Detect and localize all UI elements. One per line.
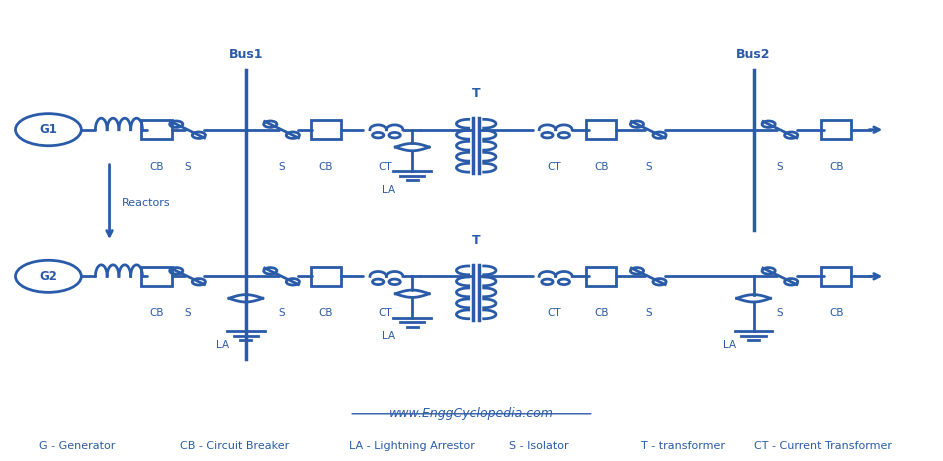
Text: G1: G1 — [40, 123, 58, 136]
Text: G - Generator: G - Generator — [39, 441, 115, 451]
Text: T: T — [472, 234, 481, 247]
Text: CT: CT — [378, 162, 391, 172]
Text: G2: G2 — [40, 270, 58, 283]
Text: Reactors: Reactors — [122, 198, 171, 208]
Text: LA: LA — [382, 331, 395, 341]
Text: CB: CB — [829, 162, 844, 172]
Text: CB: CB — [594, 308, 608, 319]
Text: LA - Lightning Arrestor: LA - Lightning Arrestor — [349, 441, 475, 451]
Text: LA: LA — [723, 341, 736, 350]
Text: CB: CB — [319, 162, 333, 172]
Text: www.EnggCyclopedia.com: www.EnggCyclopedia.com — [389, 407, 554, 420]
Text: CB: CB — [149, 308, 164, 319]
Text: S: S — [777, 162, 784, 172]
Text: S: S — [278, 162, 285, 172]
Bar — [311, 267, 340, 286]
Bar — [141, 267, 172, 286]
Text: T: T — [472, 87, 481, 100]
Bar — [587, 267, 617, 286]
Text: S: S — [777, 308, 784, 319]
Bar — [821, 267, 852, 286]
Text: CT - Current Transformer: CT - Current Transformer — [753, 441, 891, 451]
Text: CB: CB — [829, 308, 844, 319]
Text: CT: CT — [378, 308, 391, 319]
Text: S: S — [184, 308, 190, 319]
Text: T - transformer: T - transformer — [640, 441, 725, 451]
Text: S: S — [278, 308, 285, 319]
Bar — [587, 120, 617, 139]
Text: CT: CT — [548, 308, 561, 319]
Bar — [821, 120, 852, 139]
Text: Bus2: Bus2 — [736, 48, 770, 61]
Bar — [141, 120, 172, 139]
Text: CT: CT — [548, 162, 561, 172]
Text: LA: LA — [216, 341, 229, 350]
Text: CB - Circuit Breaker: CB - Circuit Breaker — [180, 441, 290, 451]
Text: LA: LA — [382, 185, 395, 195]
Text: S: S — [645, 162, 652, 172]
Text: S: S — [184, 162, 190, 172]
Bar — [311, 120, 340, 139]
Text: Bus1: Bus1 — [228, 48, 263, 61]
Text: CB: CB — [319, 308, 333, 319]
Text: S: S — [645, 308, 652, 319]
Text: CB: CB — [594, 162, 608, 172]
Text: S - Isolator: S - Isolator — [509, 441, 569, 451]
Text: CB: CB — [149, 162, 164, 172]
